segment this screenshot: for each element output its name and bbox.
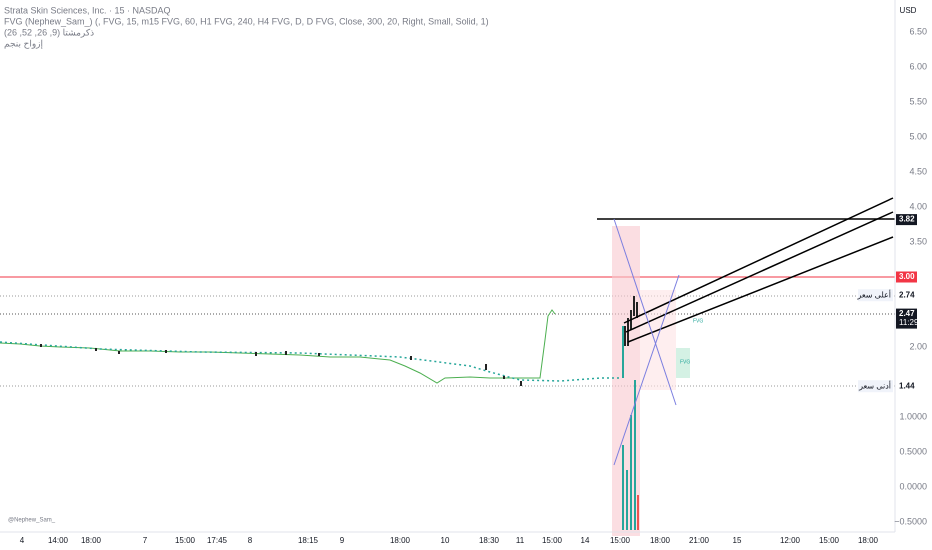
price-tick-label: 4.50: [909, 166, 927, 176]
watermark: @Nephew_Sam_: [8, 518, 56, 524]
price-tag-label: 2.74: [899, 290, 915, 299]
volume-bars: [622, 380, 639, 530]
time-tick-label: 11: [516, 536, 525, 545]
time-tick-label: 9: [340, 536, 345, 545]
indicator-legend[interactable]: FVG (Nephew_Sam_) (, FVG, 15, m15 FVG, 6…: [4, 16, 489, 26]
price-tick-label: 2.00: [909, 341, 927, 351]
time-tick-label: 18:00: [650, 536, 671, 545]
time-tick-label: 8: [248, 536, 253, 545]
indicator-legend[interactable]: إزواح بنجم: [4, 38, 43, 49]
time-tick-label: 7: [143, 536, 148, 545]
time-tick-label: 12:00: [780, 536, 801, 545]
currency[interactable]: USD: [900, 6, 917, 15]
tag-caption: أعلى سعر: [856, 288, 891, 299]
time-tick-label: 10: [441, 536, 450, 545]
time-tick-label: 18:00: [858, 536, 879, 545]
price-tick-label: 6.00: [909, 61, 927, 71]
indicator-legend[interactable]: ذكرمشتا (9, 26, 52, 26): [4, 27, 94, 38]
price-tag-label: 1.44: [899, 381, 915, 390]
fvg-label: FVG: [693, 318, 703, 324]
fvg-zone: [676, 348, 690, 378]
time-tick-label: 15:00: [542, 536, 563, 545]
price-tag-label: 3.00: [899, 272, 915, 281]
time-tick-label: 15:00: [610, 536, 631, 545]
price-tick-label: 5.00: [909, 131, 927, 141]
channel-line: [623, 197, 894, 324]
big-candle: [622, 326, 624, 378]
time-tick-label: 18:30: [479, 536, 500, 545]
price-tick-label: 1.0000: [899, 411, 927, 421]
time-tick-label: 15:00: [819, 536, 840, 545]
cross-line: [613, 218, 677, 406]
time-tick-label: 14:00: [48, 536, 69, 545]
tag-caption: أدنى سعر: [858, 379, 891, 390]
countdown: 11:29: [899, 318, 919, 327]
time-tick-label: 18:00: [81, 536, 102, 545]
price-tick-label: −0.5000: [894, 516, 927, 526]
tag-caption-bg: [858, 380, 893, 393]
tag-caption-bg: [858, 289, 893, 302]
price-tag: [896, 271, 917, 283]
channel-line: [625, 211, 894, 333]
price-tick-label: 0.5000: [899, 446, 927, 456]
price-tag: [896, 289, 917, 301]
price-tag-label: 3.82: [899, 215, 915, 224]
time-tick-label: 15: [733, 536, 742, 545]
time-tick-label: 4: [20, 536, 25, 545]
symbol-title[interactable]: Strata Skin Sciences, Inc. · 15 · NASDAQ: [4, 5, 171, 15]
price-tag: [896, 380, 917, 392]
price-tick-label: 4.00: [909, 201, 927, 211]
channel-line: [627, 236, 894, 343]
time-tick-label: 14: [581, 536, 590, 545]
fvg-label: FVG: [680, 359, 690, 365]
price-tick-label: 6.50: [909, 26, 927, 36]
price-tag-label: 2.47: [899, 309, 915, 318]
time-tick-label: 18:15: [298, 536, 319, 545]
price-tick-label: 3.50: [909, 236, 927, 246]
price-tick-label: 0.0000: [899, 481, 927, 491]
fvg-zone: [640, 290, 676, 390]
cross-line: [613, 274, 680, 466]
price-tick-label: 5.50: [909, 96, 927, 106]
price-tag: [896, 308, 917, 329]
time-tick-label: 15:00: [175, 536, 196, 545]
time-tick-label: 21:00: [689, 536, 710, 545]
time-tick-label: 17:45: [207, 536, 228, 545]
time-tick-label: 18:00: [390, 536, 411, 545]
price-tag: [896, 214, 917, 226]
